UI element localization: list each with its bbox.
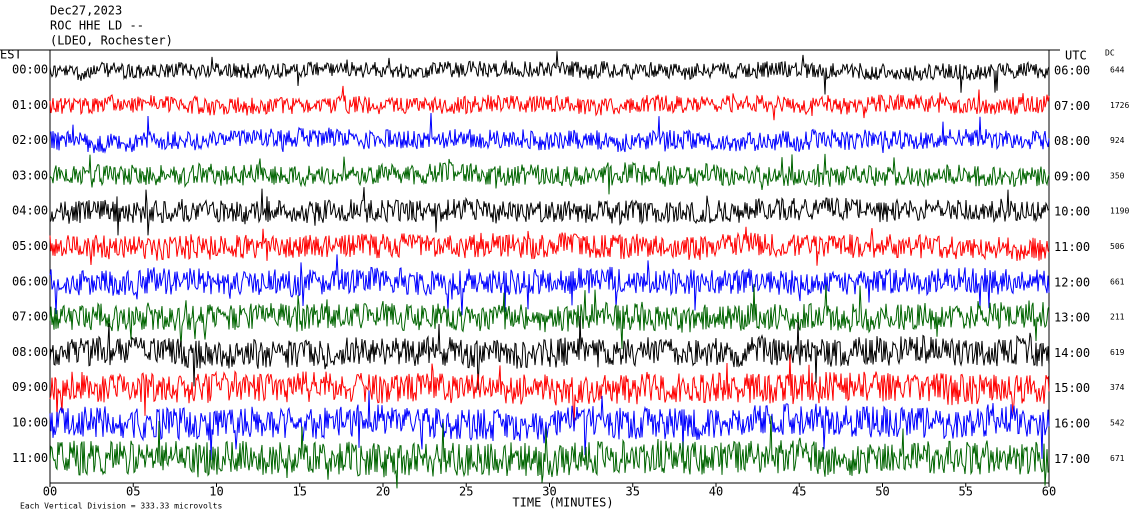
dc-label: DC [1105,49,1115,58]
x-tick-label: 15 [293,485,307,499]
utc-label: 14:00 [1054,346,1090,360]
x-tick-label: 35 [626,485,640,499]
est-label: 10:00 [12,416,48,430]
trace [50,112,1050,154]
x-tick-label: 25 [459,485,473,499]
x-tick-label: 45 [792,485,806,499]
utc-label: 17:00 [1054,452,1090,466]
dc-value: 924 [1110,136,1125,145]
est-label: 08:00 [12,345,48,359]
utc-label: 16:00 [1054,417,1090,431]
footer: Each Vertical Division = 333.33 microvol… [20,502,222,511]
title-line: Dec27,2023 [50,4,122,18]
est-label: 04:00 [12,204,48,218]
trace [49,85,1050,121]
utc-label: 06:00 [1054,64,1090,78]
utc-label: 09:00 [1054,169,1090,183]
est-label: 09:00 [12,380,48,394]
utc-label: 10:00 [1054,205,1090,219]
est-label: 07:00 [12,310,48,324]
est-label: 03:00 [12,168,48,182]
est-label: 05:00 [12,239,48,253]
utc-label: 07:00 [1054,99,1090,113]
est-label: 01:00 [12,98,48,112]
title-line: ROC HHE LD -- [50,19,144,33]
trace [49,226,1050,266]
left-axis-label: EST [0,48,22,62]
trace [49,390,1050,461]
dc-value: 350 [1110,171,1125,180]
right-axis-label: UTC [1065,49,1087,63]
dc-value: 644 [1110,66,1125,75]
x-tick-label: 00 [43,485,57,499]
utc-label: 11:00 [1054,240,1090,254]
x-tick-label: 30 [542,485,556,499]
trace [49,315,1050,390]
x-tick-label: 20 [376,485,390,499]
dc-value: 542 [1110,419,1125,428]
traces [49,51,1050,489]
trace [49,153,1050,195]
est-label: 11:00 [12,451,48,465]
x-tick-label: 40 [709,485,723,499]
dc-value: 661 [1110,277,1125,286]
utc-label: 13:00 [1054,311,1090,325]
trace [49,187,1050,236]
utc-label: 08:00 [1054,134,1090,148]
title-line: (LDEO, Rochester) [50,34,173,48]
dc-value: 506 [1110,242,1125,251]
utc-label: 12:00 [1054,275,1090,289]
x-tick-label: 50 [875,485,889,499]
x-tick-label: 05 [126,485,140,499]
est-label: 02:00 [12,133,48,147]
dc-value: 1726 [1110,101,1129,110]
trace [49,254,1050,316]
dc-value: 619 [1110,348,1125,357]
dc-value: 211 [1110,313,1125,322]
dc-value: 1190 [1110,207,1129,216]
utc-label: 15:00 [1054,381,1090,395]
x-tick-label: 60 [1042,485,1056,499]
trace [49,51,1050,95]
trace [49,415,1050,489]
trace [49,354,1050,429]
est-label: 00:00 [12,63,48,77]
est-label: 06:00 [12,274,48,288]
x-axis-label: TIME (MINUTES) [512,496,613,510]
dc-value: 671 [1110,454,1125,463]
x-tick-label: 10 [209,485,223,499]
x-tick-label: 55 [959,485,973,499]
dc-value: 374 [1110,383,1125,392]
trace [49,284,1050,350]
